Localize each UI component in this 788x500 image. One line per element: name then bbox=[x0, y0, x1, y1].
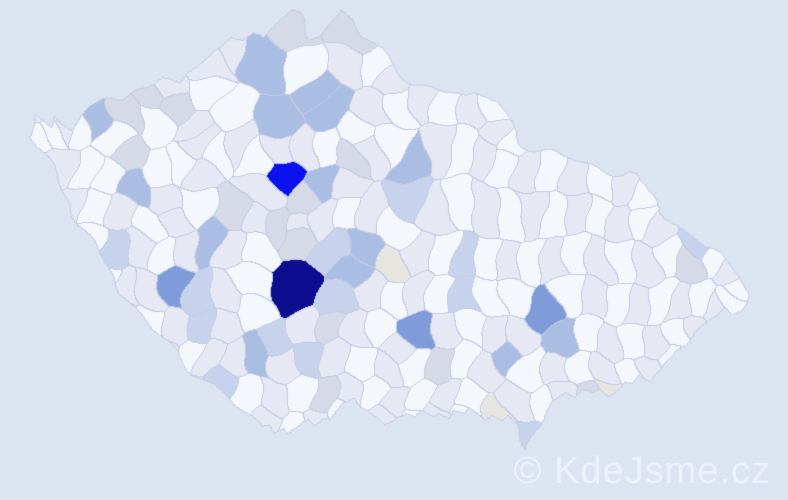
czech-districts-choropleth-map[interactable] bbox=[0, 0, 788, 500]
map-stage: © KdeJsme.cz bbox=[0, 0, 788, 500]
